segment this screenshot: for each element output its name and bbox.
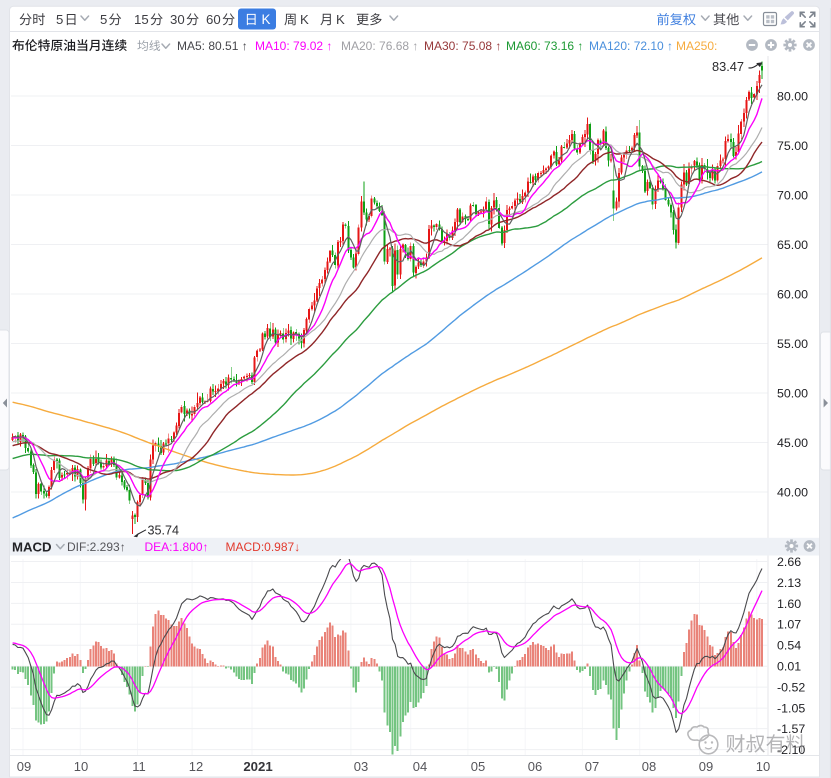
svg-text:2021: 2021 bbox=[243, 759, 272, 774]
svg-text:MA250:: MA250: bbox=[676, 39, 717, 53]
svg-text:0.54: 0.54 bbox=[777, 639, 801, 653]
svg-text:1.60: 1.60 bbox=[777, 597, 801, 611]
svg-text:MA10: 79.02 ↑: MA10: 79.02 ↑ bbox=[255, 39, 332, 53]
svg-text:80.00: 80.00 bbox=[777, 89, 808, 103]
svg-text:MACD: MACD bbox=[12, 539, 52, 554]
svg-text:5: 5 bbox=[56, 12, 63, 27]
svg-text:11: 11 bbox=[132, 759, 146, 774]
svg-text:50.00: 50.00 bbox=[777, 386, 808, 400]
svg-text:12: 12 bbox=[189, 759, 203, 774]
svg-text:MACD:0.987↓: MACD:0.987↓ bbox=[226, 540, 301, 554]
svg-text:09: 09 bbox=[17, 759, 31, 774]
svg-text:DEA:1.800↑: DEA:1.800↑ bbox=[145, 540, 209, 554]
svg-text:03: 03 bbox=[354, 759, 368, 774]
svg-text:60.00: 60.00 bbox=[777, 287, 808, 301]
svg-text:06: 06 bbox=[528, 759, 542, 774]
svg-text:09: 09 bbox=[699, 759, 713, 774]
svg-text:70.00: 70.00 bbox=[777, 188, 808, 202]
svg-text:55.00: 55.00 bbox=[777, 337, 808, 351]
svg-text:MA120: 72.10 ↑: MA120: 72.10 ↑ bbox=[589, 39, 673, 53]
svg-text:1.07: 1.07 bbox=[777, 618, 801, 632]
svg-text:-1.57: -1.57 bbox=[777, 722, 805, 736]
svg-text:04: 04 bbox=[413, 759, 427, 774]
svg-text:05: 05 bbox=[471, 759, 485, 774]
svg-text:45.00: 45.00 bbox=[777, 436, 808, 450]
svg-text:83.47: 83.47 bbox=[712, 59, 744, 74]
svg-text:08: 08 bbox=[642, 759, 656, 774]
svg-text:MA5: 80.51 ↑: MA5: 80.51 ↑ bbox=[177, 39, 248, 53]
svg-text:K: K bbox=[300, 12, 309, 27]
svg-text:5: 5 bbox=[100, 12, 107, 27]
svg-text:65.00: 65.00 bbox=[777, 238, 808, 252]
svg-text:40.00: 40.00 bbox=[777, 485, 808, 499]
svg-text:60: 60 bbox=[206, 12, 221, 27]
svg-text:75.00: 75.00 bbox=[777, 139, 808, 153]
svg-text:10: 10 bbox=[756, 759, 770, 774]
svg-text:35.74: 35.74 bbox=[148, 524, 180, 538]
svg-text:MA30: 75.08 ↑: MA30: 75.08 ↑ bbox=[424, 39, 501, 53]
svg-text:2.13: 2.13 bbox=[777, 576, 801, 590]
svg-text:15: 15 bbox=[134, 12, 149, 27]
svg-text:30: 30 bbox=[170, 12, 185, 27]
svg-text:0.01: 0.01 bbox=[777, 660, 801, 674]
svg-text:10: 10 bbox=[74, 759, 88, 774]
svg-text:07: 07 bbox=[585, 759, 599, 774]
svg-text:-0.52: -0.52 bbox=[777, 681, 805, 695]
svg-text:MA20: 76.68 ↑: MA20: 76.68 ↑ bbox=[341, 39, 418, 53]
svg-text:K: K bbox=[336, 12, 345, 27]
svg-text:-1.05: -1.05 bbox=[777, 702, 805, 716]
svg-text:MA60: 73.16 ↑: MA60: 73.16 ↑ bbox=[506, 39, 583, 53]
svg-text:K: K bbox=[262, 12, 271, 27]
svg-text:2.66: 2.66 bbox=[777, 555, 801, 569]
svg-text:DIF:2.293↑: DIF:2.293↑ bbox=[67, 540, 126, 554]
